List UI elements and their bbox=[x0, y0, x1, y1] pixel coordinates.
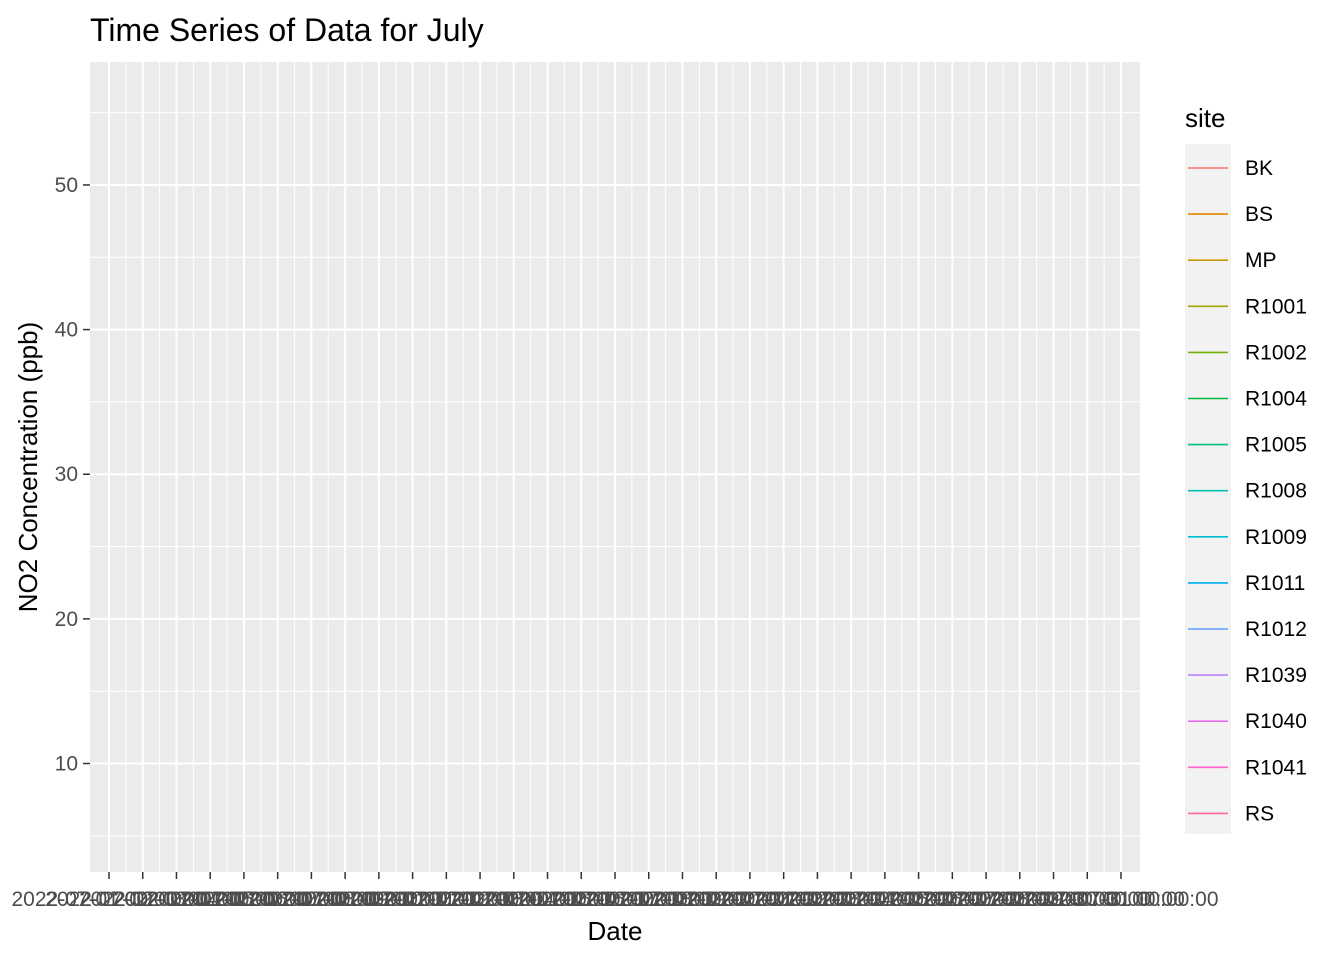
legend-item: R1041 bbox=[1188, 756, 1307, 779]
y-axis-title: NO2 Concentration (ppb) bbox=[13, 322, 43, 612]
legend-label: R1011 bbox=[1245, 572, 1305, 595]
legend-item: R1008 bbox=[1188, 480, 1307, 503]
major-gridlines bbox=[90, 62, 1140, 872]
x-tick-label: 2022-07-18 00:00:00 bbox=[585, 888, 780, 911]
x-tick-label: 2022-07-12 00:00:00 bbox=[383, 888, 578, 911]
x-tick-label: 2022-07-09 00:00:00 bbox=[281, 888, 476, 911]
x-tick-label: 2022-07-06 00:00:00 bbox=[180, 888, 375, 911]
x-tick-label: 2022-07-29 00:00:00 bbox=[956, 888, 1151, 911]
legend-item: R1039 bbox=[1188, 664, 1307, 687]
x-tick-label: 2022-07-13 00:00:00 bbox=[416, 888, 611, 911]
legend-item: R1011 bbox=[1188, 572, 1305, 595]
x-tick-label: 2022-07-03 00:00:00 bbox=[79, 888, 274, 911]
legend-title: site bbox=[1185, 103, 1225, 133]
x-tick-label: 2022-07-16 00:00:00 bbox=[518, 888, 713, 911]
legend-items: BK BS MP R1001 R1002 R1004 R1005 R1008 R1009 R101… bbox=[1188, 157, 1307, 825]
x-tick-label: 2022-07-15 00:00:00 bbox=[484, 888, 679, 911]
legend-label: BS bbox=[1245, 203, 1273, 226]
x-tick-label: 2022-07-27 00:00:00 bbox=[889, 888, 1084, 911]
x-tick-label: 2022-07-08 00:00:00 bbox=[248, 888, 443, 911]
chart-title: Time Series of Data for July bbox=[90, 12, 484, 48]
x-tick-label: 2022-07-02 00:00:00 bbox=[45, 888, 240, 911]
legend-label: MP bbox=[1245, 249, 1277, 272]
legend-item: BK bbox=[1188, 157, 1273, 180]
legend-item: R1004 bbox=[1188, 388, 1307, 411]
x-tick-label: 2022-07-21 00:00:00 bbox=[686, 888, 881, 911]
legend-label: R1005 bbox=[1245, 434, 1307, 457]
y-tick-label: 50 bbox=[55, 174, 78, 197]
y-tick-label: 20 bbox=[55, 608, 78, 631]
y-axis: 10 20 30 40 50 bbox=[55, 174, 90, 776]
x-tick-label: 2022-07-20 00:00:00 bbox=[652, 888, 847, 911]
legend-label: BK bbox=[1245, 157, 1273, 180]
legend-label: R1001 bbox=[1245, 295, 1307, 318]
y-tick-label: 30 bbox=[55, 463, 78, 486]
legend-item: BS bbox=[1188, 203, 1273, 226]
legend-label: R1002 bbox=[1245, 341, 1307, 364]
x-tick-label: 2022-07-11 00:00:00 bbox=[350, 888, 543, 911]
x-tick-label: 2022-07-05 00:00:00 bbox=[146, 888, 341, 911]
x-tick-label: 2022-07-10 00:00:00 bbox=[315, 888, 510, 911]
legend-item: MP bbox=[1188, 249, 1277, 272]
x-tick-label: 2022-07-17 00:00:00 bbox=[551, 888, 746, 911]
legend-item: R1009 bbox=[1188, 526, 1307, 549]
legend-label: R1009 bbox=[1245, 526, 1307, 549]
legend-label: R1012 bbox=[1245, 618, 1307, 641]
x-tick-label: 2022-07-25 00:00:00 bbox=[821, 888, 1016, 911]
legend-item: R1002 bbox=[1188, 341, 1307, 364]
x-tick-label: 2022-07-31 00:00:00 bbox=[1024, 888, 1219, 911]
x-tick-label: 2022-07-07 00:00:00 bbox=[214, 888, 409, 911]
x-tick-label: 2022-07-26 00:00:00 bbox=[855, 888, 1050, 911]
x-tick-label: 2022-07-30 00:00:00 bbox=[990, 888, 1185, 911]
x-tick-label: 2022-07-04 00:00:00 bbox=[113, 888, 308, 911]
y-tick-label: 10 bbox=[55, 753, 78, 776]
x-tick-label: 2022-07-19 00:00:00 bbox=[619, 888, 814, 911]
x-tick-label: 2022-07-23 00:00:00 bbox=[754, 888, 949, 911]
legend-item: R1001 bbox=[1188, 295, 1307, 318]
x-tick-label: 2022-07-01 00:00:00 bbox=[12, 888, 207, 911]
legend-item: R1005 bbox=[1188, 434, 1307, 457]
minor-gridlines bbox=[90, 62, 1140, 872]
legend: site BK BS MP R1001 R1002 R1004 R1005 R1008 R100… bbox=[1185, 103, 1307, 834]
x-tick-label: 2022-07-28 00:00:00 bbox=[922, 888, 1117, 911]
legend-label: R1041 bbox=[1245, 756, 1307, 779]
legend-label: R1004 bbox=[1245, 388, 1307, 411]
x-tick-label: 2022-07-14 00:00:00 bbox=[450, 888, 645, 911]
legend-label: RS bbox=[1245, 802, 1274, 825]
legend-label: R1040 bbox=[1245, 710, 1307, 733]
legend-label: R1008 bbox=[1245, 480, 1307, 503]
x-axis-title: Date bbox=[588, 916, 643, 946]
legend-item: R1012 bbox=[1188, 618, 1307, 641]
x-tick-label: 2022-07-24 00:00:00 bbox=[787, 888, 982, 911]
legend-item: RS bbox=[1188, 802, 1274, 825]
legend-item: R1040 bbox=[1188, 710, 1307, 733]
y-tick-label: 40 bbox=[55, 319, 78, 342]
legend-label: R1039 bbox=[1245, 664, 1307, 687]
legend-key-background bbox=[1185, 144, 1231, 834]
x-tick-label: 2022-07-22 00:00:00 bbox=[720, 888, 915, 911]
